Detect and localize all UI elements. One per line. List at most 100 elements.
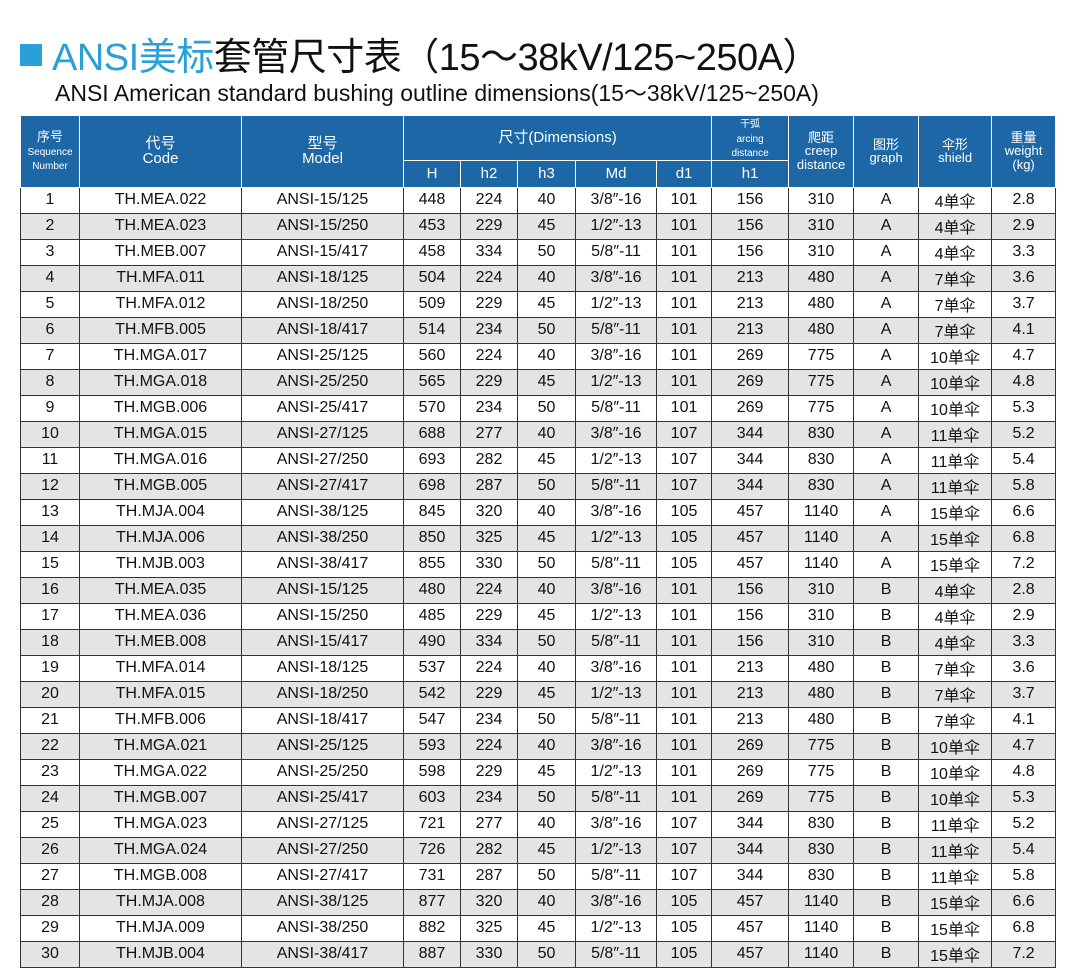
table-cell: 457 (711, 914, 790, 942)
table-cell: A (853, 290, 920, 318)
table-cell: 830 (788, 472, 855, 500)
table-cell: 11单伞 (918, 472, 993, 500)
table-cell: 457 (711, 940, 790, 968)
table-cell: 107 (655, 472, 713, 500)
table-cell: 105 (655, 888, 713, 916)
table-cell: B (853, 940, 920, 968)
table-cell: 269 (711, 342, 790, 370)
table-row: 24 TH.MGB.007 ANSI-25/417 603 234 50 5/8″-11 10… (20, 784, 1057, 812)
table-cell: 40 (517, 264, 576, 292)
table-cell: 105 (655, 550, 713, 578)
table-cell: 23 (20, 758, 80, 786)
table-cell: ANSI-18/125 (241, 264, 404, 292)
header-dimensions: 尺寸(Dimensions) (402, 115, 713, 161)
table-cell: 40 (517, 654, 576, 682)
table-cell: 156 (711, 576, 790, 604)
header-h3: h3 (517, 159, 576, 188)
table-cell: ANSI-25/250 (241, 758, 404, 786)
table-cell: 5/8″-11 (575, 862, 657, 890)
table-cell: 310 (788, 212, 855, 240)
table-row: 7 TH.MGA.017 ANSI-25/125 560 224 40 3/8″-16 101… (20, 342, 1057, 370)
table-cell: TH.MGA.016 (79, 446, 242, 474)
table-cell: 40 (517, 576, 576, 604)
table-cell: 2.8 (991, 576, 1057, 604)
table-cell: 101 (655, 706, 713, 734)
header-h1: h1 (711, 159, 790, 188)
table-cell: 480 (788, 290, 855, 318)
header-arcing: 干弧 arcing distance (711, 115, 790, 161)
table-cell: B (853, 888, 920, 916)
table-cell: 213 (711, 706, 790, 734)
table-cell: ANSI-38/417 (241, 940, 404, 968)
table-cell: ANSI-27/125 (241, 420, 404, 448)
table-row: 28 TH.MJA.008 ANSI-38/125 877 320 40 3/8″-16 10… (20, 888, 1057, 916)
dimensions-table: 序号 Sequence Number 代号 Code 型号 Model 尺寸(Dimen… (20, 115, 1057, 968)
table-cell: B (853, 628, 920, 656)
table-cell: 3/8″-16 (575, 732, 657, 760)
table-cell: 40 (517, 420, 576, 448)
table-row: 11 TH.MGA.016 ANSI-27/250 693 282 45 1/2″-13 10… (20, 446, 1057, 474)
table-cell: 480 (788, 706, 855, 734)
table-cell: ANSI-38/417 (241, 550, 404, 578)
table-cell: 25 (20, 810, 80, 838)
table-cell: 4.7 (991, 342, 1057, 370)
table-row: 6 TH.MFB.005 ANSI-18/417 514 234 50 5/8″-11 101… (20, 316, 1057, 344)
table-cell: 101 (655, 394, 713, 422)
table-cell: A (853, 238, 920, 266)
table-cell: 775 (788, 732, 855, 760)
table-cell: 3.6 (991, 654, 1057, 682)
table-cell: 5/8″-11 (575, 394, 657, 422)
header-shield: 伞形 shield (918, 115, 993, 188)
table-cell: 688 (403, 420, 461, 448)
table-cell: A (853, 212, 920, 240)
table-cell: 3.3 (991, 628, 1057, 656)
table-cell: 224 (460, 342, 518, 370)
title-accent: ANSI美标 (52, 37, 214, 79)
table-cell: TH.MGA.023 (79, 810, 242, 838)
table-cell: ANSI-27/417 (241, 472, 404, 500)
table-cell: 5.4 (991, 836, 1057, 864)
table-row: 16 TH.MEA.035 ANSI-15/125 480 224 40 3/8″-16 10… (20, 576, 1057, 604)
table-cell: 310 (788, 602, 855, 630)
table-cell: ANSI-18/250 (241, 680, 404, 708)
table-cell: TH.MEA.035 (79, 576, 242, 604)
table-cell: TH.MFA.011 (79, 264, 242, 292)
table-row: 19 TH.MFA.014 ANSI-18/125 537 224 40 3/8″-16 10… (20, 654, 1057, 682)
table-cell: 830 (788, 836, 855, 864)
table-cell: 27 (20, 862, 80, 890)
table-cell: 50 (517, 862, 576, 890)
table-cell: 40 (517, 732, 576, 760)
table-cell: 101 (655, 290, 713, 318)
table-cell: 107 (655, 836, 713, 864)
table-cell: 726 (403, 836, 461, 864)
table-cell: 320 (460, 888, 518, 916)
table-cell: 3/8″-16 (575, 420, 657, 448)
table-cell: 50 (517, 238, 576, 266)
table-cell: ANSI-18/125 (241, 654, 404, 682)
table-cell: 12 (20, 472, 80, 500)
table-cell: 5.2 (991, 810, 1057, 838)
table-cell: A (853, 186, 920, 214)
table-cell: TH.MFA.012 (79, 290, 242, 318)
table-cell: 229 (460, 758, 518, 786)
table-cell: 45 (517, 212, 576, 240)
table-cell: 4单伞 (918, 238, 993, 266)
table-row: 2 TH.MEA.023 ANSI-15/250 453 229 45 1/2″-13 101… (20, 212, 1057, 240)
table-cell: 50 (517, 550, 576, 578)
table-cell: 229 (460, 602, 518, 630)
table-cell: 50 (517, 940, 576, 968)
table-cell: 101 (655, 186, 713, 214)
table-cell: 101 (655, 264, 713, 292)
table-cell: 850 (403, 524, 461, 552)
table-cell: 1/2″-13 (575, 758, 657, 786)
table-cell: 5/8″-11 (575, 316, 657, 344)
table-cell: 310 (788, 628, 855, 656)
header-h2: h2 (460, 159, 518, 188)
table-cell: 50 (517, 784, 576, 812)
table-cell: 11单伞 (918, 420, 993, 448)
table-cell: 6.8 (991, 914, 1057, 942)
table-cell: 11 (20, 446, 80, 474)
table-cell: 287 (460, 472, 518, 500)
table-cell: 480 (788, 264, 855, 292)
table-cell: 40 (517, 498, 576, 526)
